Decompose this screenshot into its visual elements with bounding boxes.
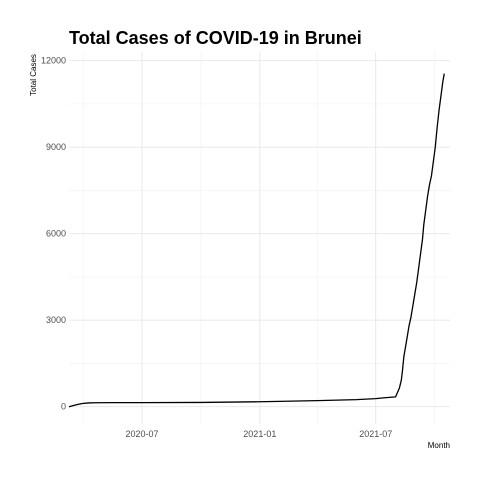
y-tick-label: 12000	[41, 56, 66, 66]
y-tick-label: 3000	[46, 315, 66, 325]
x-axis-tick-labels: 2020-07 2021-01 2021-07	[125, 429, 392, 439]
y-tick-label: 6000	[46, 229, 66, 239]
x-tick-label: 2021-01	[243, 429, 276, 439]
chart-title: Total Cases of COVID-19 in Brunei	[69, 28, 362, 48]
y-tick-label: 0	[61, 402, 66, 412]
y-tick-label: 9000	[46, 142, 66, 152]
x-tick-label: 2020-07	[125, 429, 158, 439]
y-axis-title: Total Cases	[29, 54, 38, 96]
total-cases-line	[68, 73, 445, 408]
y-axis-tick-labels: 0 3000 6000 9000 12000	[41, 56, 66, 412]
x-axis-title: Month	[428, 441, 450, 450]
series-layer	[68, 73, 445, 408]
x-tick-label: 2021-07	[359, 429, 392, 439]
major-gridlines	[69, 52, 450, 424]
